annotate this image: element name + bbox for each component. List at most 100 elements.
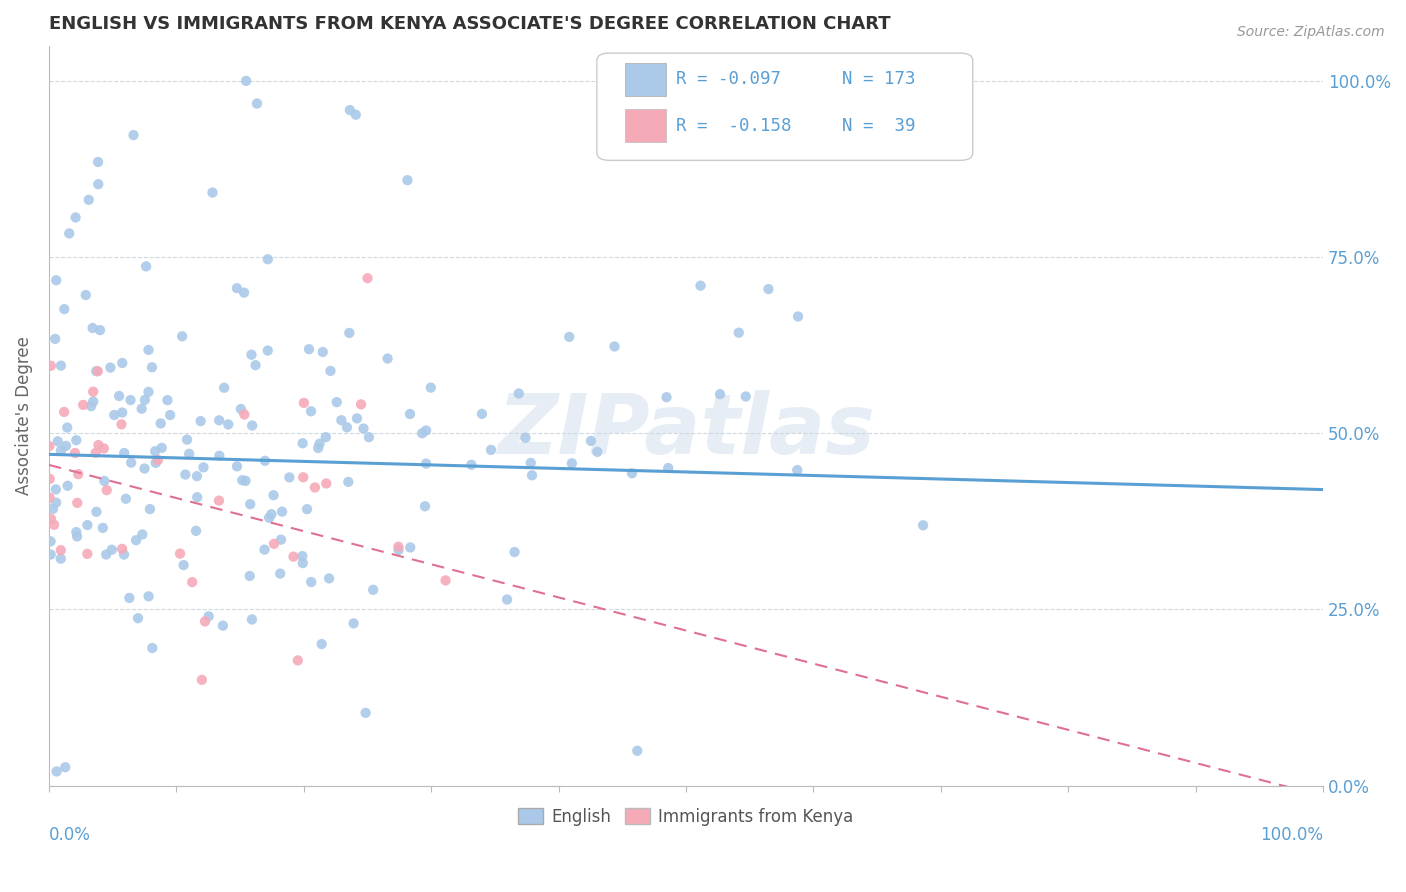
Point [291, 549, 314, 563]
Point [208, 449, 231, 463]
Point [245, 358, 267, 372]
Point [231, 473, 253, 487]
Point [45, 764, 67, 779]
Point [42, 517, 65, 532]
Point [253, 454, 276, 468]
Point [337, 326, 360, 340]
Point [53, 760, 76, 774]
Point [212, 618, 235, 632]
Point [413, 500, 436, 514]
Point [56, 420, 79, 434]
Point [108, 389, 131, 403]
Point [226, 459, 249, 474]
Legend: English, Immigrants from Kenya: English, Immigrants from Kenya [512, 801, 860, 833]
Point [172, 329, 194, 343]
Text: 100.0%: 100.0% [1260, 826, 1323, 844]
Point [377, 351, 399, 366]
Point [415, 457, 437, 471]
Point [127, 611, 149, 625]
Point [387, 540, 409, 554]
Point [193, 460, 215, 475]
Point [98, 360, 121, 375]
Point [55, 439, 77, 453]
Point [82, 394, 104, 409]
Point [181, 575, 204, 590]
Point [87, 438, 110, 452]
Point [912, 518, 935, 533]
Point [191, 673, 214, 687]
Point [337, 475, 360, 489]
Point [66, 496, 89, 510]
Point [131, 401, 153, 416]
Point [353, 421, 375, 435]
Text: ENGLISH VS IMMIGRANTS FROM KENYA ASSOCIATE'S DEGREE CORRELATION CHART: ENGLISH VS IMMIGRANTS FROM KENYA ASSOCIA… [49, 15, 890, 33]
Text: R =  -0.158: R = -0.158 [676, 117, 792, 135]
Point [269, 566, 291, 581]
Point [138, 343, 160, 357]
Point [225, 281, 247, 295]
Point [299, 575, 322, 590]
Point [39, 359, 62, 373]
Point [96, 483, 118, 497]
Point [134, 392, 156, 407]
Point [318, 571, 340, 585]
Point [727, 326, 749, 340]
Point [579, 434, 602, 448]
Point [145, 456, 167, 470]
Point [141, 360, 163, 375]
Point [46, 434, 69, 449]
Point [65, 434, 87, 448]
Point [298, 342, 321, 356]
Text: N = 173: N = 173 [842, 70, 915, 88]
Point [87, 155, 110, 169]
Point [287, 653, 309, 667]
Point [38, 491, 60, 505]
Point [620, 467, 643, 481]
Point [138, 590, 160, 604]
Point [419, 381, 441, 395]
Point [125, 533, 148, 548]
Point [186, 469, 208, 483]
FancyBboxPatch shape [624, 63, 665, 95]
Point [270, 533, 292, 547]
Text: R = -0.097: R = -0.097 [676, 70, 780, 88]
Point [63, 446, 86, 460]
Point [235, 474, 257, 488]
Text: ZIPatlas: ZIPatlas [498, 390, 875, 471]
Point [96, 548, 118, 562]
Point [561, 456, 583, 470]
Point [169, 547, 191, 561]
Point [257, 510, 280, 524]
Point [110, 417, 132, 432]
Point [558, 330, 581, 344]
Point [357, 430, 380, 444]
Point [586, 445, 609, 459]
Point [93, 442, 115, 456]
Point [411, 426, 433, 441]
Point [39, 534, 62, 549]
Point [319, 364, 342, 378]
Point [45, 495, 67, 509]
Point [520, 468, 543, 483]
Point [256, 252, 278, 267]
Point [67, 467, 90, 482]
Point [292, 396, 315, 410]
Point [240, 348, 263, 362]
Point [179, 447, 201, 461]
Point [82, 321, 104, 335]
Point [44, 332, 66, 346]
Point [186, 490, 208, 504]
Point [312, 345, 335, 359]
Point [326, 395, 349, 409]
Point [315, 430, 337, 444]
Point [350, 397, 373, 411]
Point [339, 103, 361, 117]
Text: Source: ZipAtlas.com: Source: ZipAtlas.com [1237, 25, 1385, 39]
Point [626, 744, 648, 758]
Point [138, 384, 160, 399]
Point [150, 441, 173, 455]
Point [38, 439, 60, 453]
Point [87, 364, 110, 378]
Point [49, 443, 72, 458]
Point [689, 278, 711, 293]
